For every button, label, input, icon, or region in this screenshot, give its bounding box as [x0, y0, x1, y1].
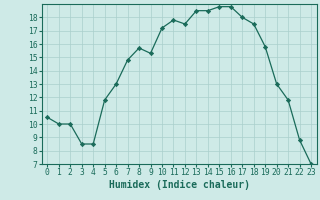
X-axis label: Humidex (Indice chaleur): Humidex (Indice chaleur)	[109, 180, 250, 190]
